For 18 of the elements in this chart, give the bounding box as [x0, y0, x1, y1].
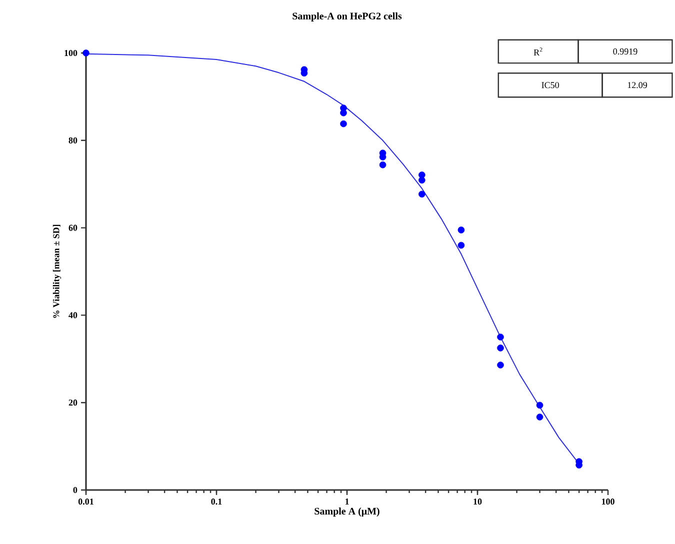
- y-tick-label: 20: [68, 400, 78, 406]
- annotation: IC50: [542, 82, 559, 88]
- y-tick-label: 100: [64, 50, 78, 56]
- x-tick-label: 10: [474, 498, 482, 505]
- text: 12.09: [628, 82, 647, 88]
- y-tick-label: 0: [73, 486, 78, 494]
- x-tick-label: 100: [602, 498, 614, 505]
- y-axis-title: % Viability [mean ± SD]: [52, 224, 62, 318]
- y-tick-label: 80: [68, 137, 78, 144]
- chart-title: Sample-A on HePG2 cells: [292, 12, 402, 22]
- x-tick-label: 0.1: [211, 498, 222, 505]
- x-axis-title: Sample A (μM): [314, 508, 380, 517]
- annotation: R$^{2}$: [534, 48, 542, 56]
- x-tick-label: 0.01: [78, 498, 94, 505]
- y-tick-label: 40: [68, 312, 78, 318]
- x-tick-label: 1: [345, 498, 349, 504]
- y-tick-label: 60: [68, 224, 78, 231]
- text: 0.9919: [613, 48, 638, 55]
